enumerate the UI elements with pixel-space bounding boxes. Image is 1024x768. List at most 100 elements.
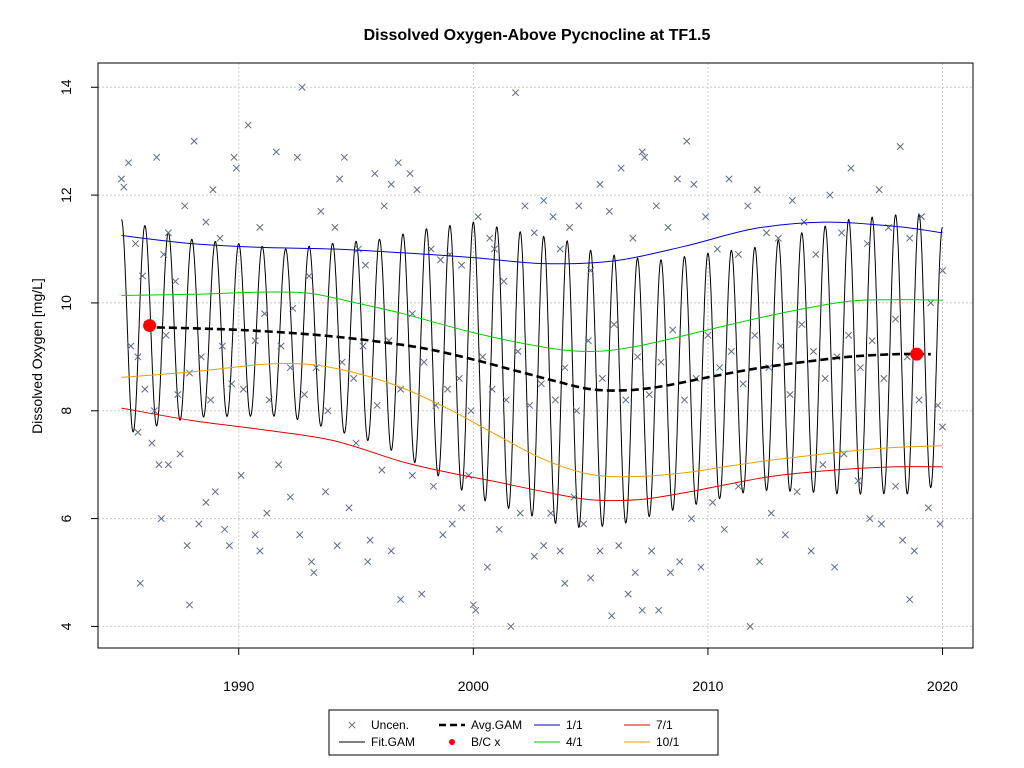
data-point bbox=[429, 482, 438, 490]
data-point bbox=[863, 240, 871, 248]
data-point bbox=[361, 261, 369, 269]
data-point bbox=[854, 477, 862, 485]
data-point bbox=[394, 159, 402, 167]
data-point bbox=[739, 380, 747, 388]
data-point bbox=[467, 407, 475, 415]
data-point bbox=[413, 186, 421, 194]
data-point bbox=[880, 374, 888, 382]
data-point bbox=[608, 612, 616, 620]
data-point bbox=[455, 374, 463, 382]
data-point bbox=[209, 186, 217, 194]
data-point bbox=[575, 202, 583, 210]
data-point bbox=[821, 374, 829, 382]
data-point bbox=[251, 337, 259, 345]
data-point bbox=[777, 342, 785, 350]
y-tick-label: 12 bbox=[58, 187, 74, 203]
data-point bbox=[366, 536, 374, 544]
data-point bbox=[164, 461, 172, 469]
data-point bbox=[427, 245, 435, 253]
data-point bbox=[324, 407, 332, 415]
data-point bbox=[439, 531, 447, 539]
data-point bbox=[800, 218, 808, 226]
fit-gam-line bbox=[121, 213, 943, 529]
data-point bbox=[537, 380, 545, 388]
data-point bbox=[195, 520, 203, 528]
data-point bbox=[819, 461, 827, 469]
data-point bbox=[472, 606, 480, 614]
series-line-7-1 bbox=[121, 407, 943, 502]
data-point bbox=[211, 488, 219, 496]
data-point bbox=[755, 558, 764, 566]
data-point bbox=[624, 590, 632, 598]
data-point bbox=[275, 461, 283, 469]
data-point bbox=[256, 223, 264, 232]
data-point bbox=[615, 542, 623, 550]
data-point bbox=[333, 542, 341, 550]
data-point bbox=[500, 277, 508, 285]
y-tick-label: 14 bbox=[58, 79, 74, 95]
data-point bbox=[418, 590, 426, 598]
data-point bbox=[141, 385, 149, 393]
data-point bbox=[490, 245, 499, 253]
data-point bbox=[713, 245, 721, 253]
data-point bbox=[547, 509, 555, 517]
data-point bbox=[798, 320, 806, 329]
legend-box bbox=[328, 709, 719, 756]
data-point bbox=[673, 175, 681, 183]
data-point bbox=[174, 391, 182, 399]
legend-dot-icon bbox=[449, 739, 455, 745]
data-point bbox=[927, 299, 935, 307]
data-point bbox=[924, 504, 932, 512]
data-point bbox=[793, 488, 801, 496]
series-line-avg-gam bbox=[144, 325, 931, 392]
data-point bbox=[514, 347, 522, 356]
data-point bbox=[387, 547, 395, 555]
data-point bbox=[251, 531, 259, 539]
data-point bbox=[373, 401, 381, 409]
data-point bbox=[218, 342, 226, 350]
data-point bbox=[580, 520, 588, 528]
data-point bbox=[488, 385, 496, 393]
data-point bbox=[549, 213, 557, 221]
y-tick-label: 8 bbox=[58, 407, 74, 415]
data-point bbox=[831, 563, 839, 571]
grid bbox=[98, 63, 973, 648]
data-point bbox=[622, 396, 630, 404]
legend-label: Fit.GAM bbox=[371, 735, 415, 749]
legend-label: Uncen. bbox=[371, 718, 409, 732]
data-point bbox=[875, 186, 883, 194]
data-point bbox=[746, 622, 754, 630]
data-point bbox=[185, 601, 194, 609]
data-point bbox=[181, 202, 189, 210]
x-tick-label: 2000 bbox=[458, 678, 489, 694]
data-point bbox=[807, 547, 815, 555]
data-point bbox=[134, 428, 142, 436]
data-point bbox=[153, 153, 161, 161]
data-point bbox=[565, 223, 574, 232]
data-point bbox=[633, 353, 642, 361]
data-point bbox=[436, 256, 445, 264]
data-point bbox=[479, 353, 487, 361]
plot-frame bbox=[97, 62, 974, 649]
data-point bbox=[117, 175, 126, 183]
data-point bbox=[598, 374, 606, 382]
legend-item: 1/1 bbox=[534, 718, 583, 732]
data-point bbox=[605, 207, 613, 215]
data-point bbox=[127, 342, 135, 350]
data-point bbox=[896, 143, 904, 151]
data-point bbox=[458, 504, 466, 512]
data-point bbox=[397, 385, 405, 393]
data-point bbox=[244, 121, 252, 129]
data-point bbox=[340, 153, 348, 161]
data-point bbox=[587, 574, 595, 582]
data-point bbox=[432, 401, 440, 409]
data-point bbox=[786, 391, 794, 399]
data-point bbox=[359, 342, 367, 350]
data-point bbox=[364, 558, 372, 566]
legend-label: 4/1 bbox=[566, 735, 583, 749]
data-point bbox=[936, 520, 944, 528]
data-point bbox=[641, 153, 649, 161]
data-point bbox=[812, 250, 820, 258]
data-point bbox=[237, 471, 245, 480]
data-point bbox=[838, 229, 846, 237]
